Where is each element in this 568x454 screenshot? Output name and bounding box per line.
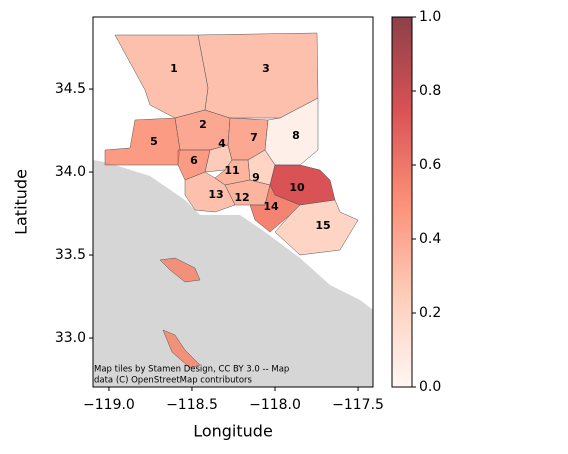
island (162, 329, 201, 369)
y-tick-label: 33.0 (55, 330, 86, 346)
regions (104, 32, 359, 369)
region-label: 13 (208, 188, 223, 201)
region-label: 10 (289, 181, 305, 194)
attribution: data (C) OpenStreetMap contributors (94, 376, 253, 386)
region (274, 199, 359, 256)
region-label: 7 (250, 131, 258, 144)
y-axis-label: Latitude (12, 169, 31, 235)
y-tick-label: 33.5 (55, 247, 86, 263)
axes-frame (92, 16, 374, 388)
x-axis-label: Longitude (193, 422, 273, 441)
region-label: 1 (170, 62, 178, 75)
colorbar (391, 16, 413, 388)
y-tick-label: 34.0 (55, 164, 86, 180)
region-label: 12 (234, 191, 249, 204)
y-tick-label: 34.5 (55, 81, 86, 97)
x-tick-label: −118.5 (166, 397, 218, 413)
attribution: Map tiles by Stamen Design, CC BY 3.0 --… (94, 365, 289, 375)
region-label: 3 (262, 62, 270, 75)
colorbar-tick-label: 0.0 (419, 379, 441, 395)
region-label: 6 (190, 154, 198, 167)
colorbar-tick-label: 0.4 (419, 231, 441, 247)
region-label: 11 (224, 164, 239, 177)
region (184, 171, 236, 213)
x-tick-label: −117.5 (332, 397, 384, 413)
colorbar-tick-label: 1.0 (419, 9, 441, 25)
x-tick-label: −119.0 (83, 397, 135, 413)
region (197, 32, 319, 119)
region-label: 9 (252, 171, 260, 184)
colorbar-tick-label: 0.6 (419, 157, 441, 173)
region (104, 117, 181, 166)
region-label: 8 (292, 129, 300, 142)
colorbar-tick-label: 0.2 (419, 305, 441, 321)
region-label: 2 (199, 118, 207, 131)
island (159, 257, 201, 283)
colorbar-tick-label: 0.8 (419, 83, 441, 99)
x-tick-label: −118.0 (249, 397, 301, 413)
region-label: 5 (150, 135, 158, 148)
region-label: 14 (263, 200, 279, 213)
region-label: 4 (218, 137, 226, 150)
region-label: 15 (315, 219, 330, 232)
